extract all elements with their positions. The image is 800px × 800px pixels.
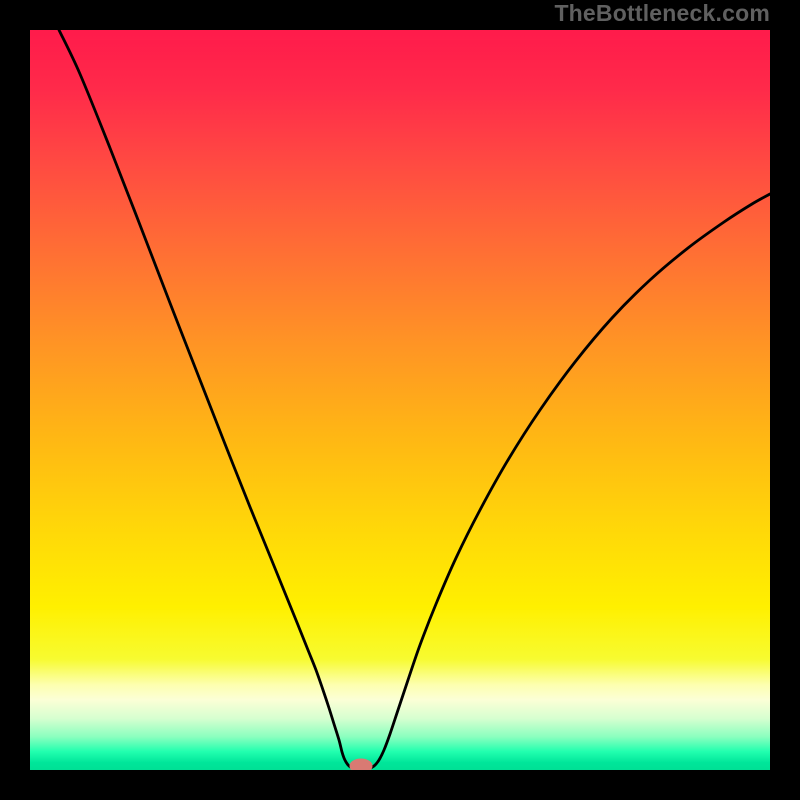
minimum-marker <box>350 759 372 770</box>
plot-area <box>30 30 770 770</box>
bottleneck-curve-layer <box>30 30 770 770</box>
watermark-text: TheBottleneck.com <box>554 0 770 27</box>
bottleneck-curve <box>59 30 770 770</box>
